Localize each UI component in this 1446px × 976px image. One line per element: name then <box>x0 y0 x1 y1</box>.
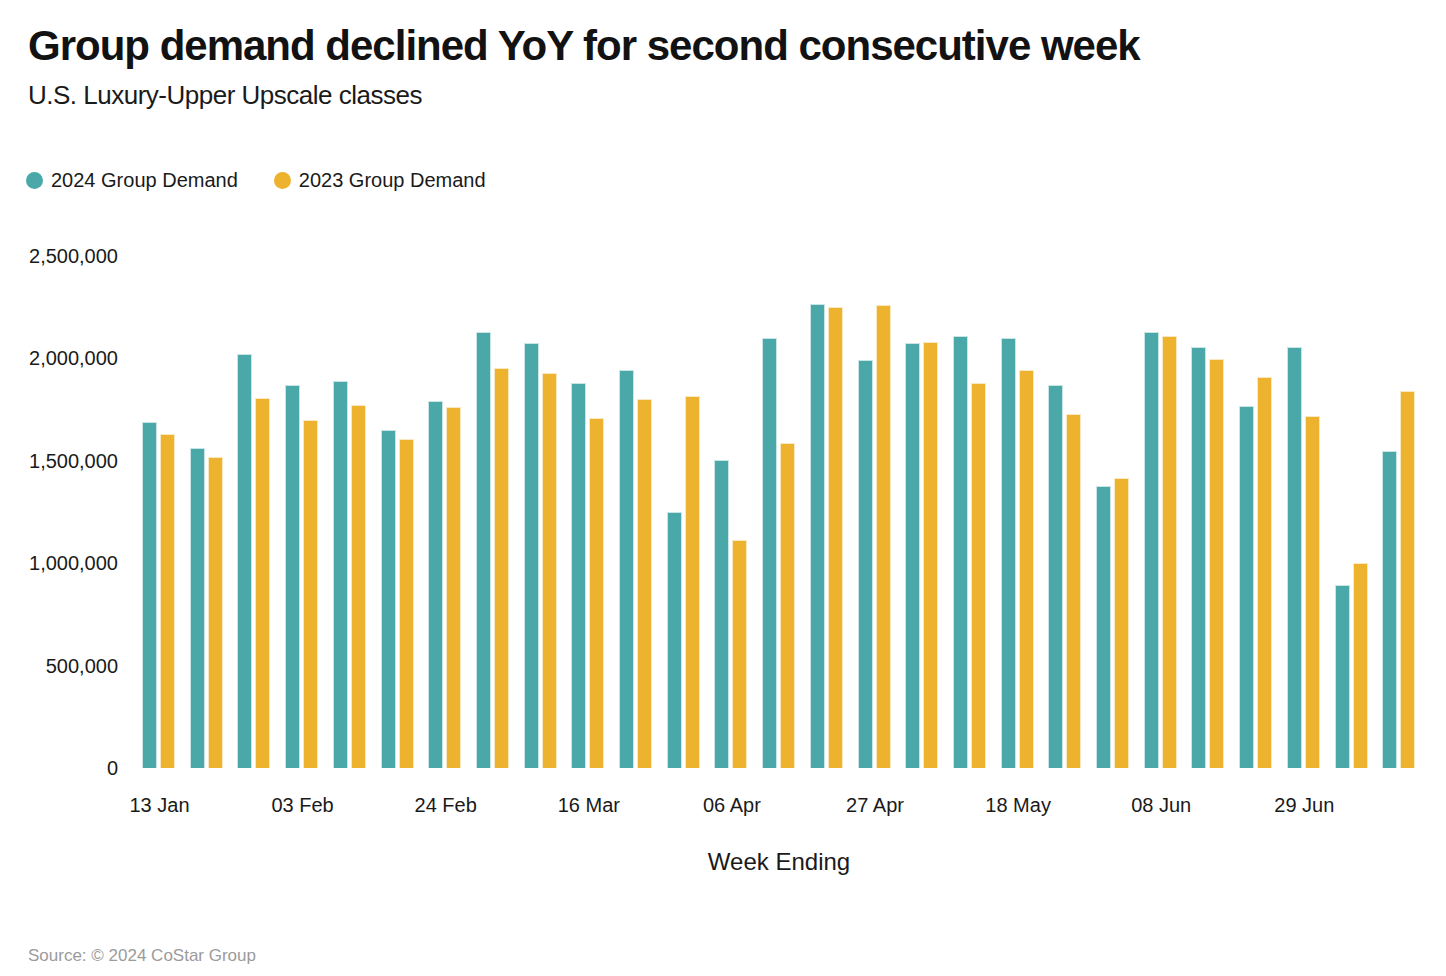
x-tick-label: 24 Feb <box>415 794 477 817</box>
bar-2024 <box>810 304 825 768</box>
bar-2023 <box>780 443 795 768</box>
x-axis-title: Week Ending <box>708 848 850 876</box>
bar-2024 <box>1001 338 1016 768</box>
bar-group <box>142 422 175 768</box>
bar-2024 <box>285 385 300 768</box>
bar-2024 <box>1239 406 1254 769</box>
bar-2023 <box>399 439 414 768</box>
y-tick-label: 1,500,000 <box>0 449 118 472</box>
bar-2023 <box>494 368 509 768</box>
bar-group <box>571 383 604 768</box>
bar-2023 <box>160 434 175 768</box>
bar-group <box>524 343 557 768</box>
bar-2023 <box>637 399 652 768</box>
bar-2023 <box>1162 336 1177 768</box>
x-tick-label: 03 Feb <box>271 794 333 817</box>
bar-2024 <box>667 512 682 768</box>
x-tick-label: 29 Jun <box>1274 794 1334 817</box>
bar-2023 <box>923 342 938 768</box>
bar-2023 <box>1019 370 1034 768</box>
bar-2024 <box>953 336 968 768</box>
bar-group <box>190 448 223 769</box>
y-tick-label: 0 <box>0 757 118 780</box>
bar-group <box>667 396 700 768</box>
bar-2023 <box>208 457 223 768</box>
bar-2023 <box>1353 563 1368 768</box>
bar-2023 <box>1114 478 1129 768</box>
bar-2024 <box>762 338 777 768</box>
x-tick-label: 16 Mar <box>558 794 620 817</box>
bar-2024 <box>1096 486 1111 768</box>
bar-group <box>1144 332 1177 768</box>
bar-group <box>953 336 986 768</box>
x-tick-label: 13 Jan <box>129 794 189 817</box>
bar-group <box>762 338 795 768</box>
bar-2024 <box>905 343 920 768</box>
bar-2023 <box>685 396 700 768</box>
bar-2023 <box>732 540 747 768</box>
bar-2023 <box>971 383 986 768</box>
bar-group <box>1382 391 1415 768</box>
bar-group <box>237 354 270 768</box>
bar-2024 <box>1144 332 1159 768</box>
plot-area: 0 500,000 1,000,000 1,500,000 2,000,000 2,500… <box>0 0 1446 976</box>
bar-2024 <box>142 422 157 768</box>
bar-group <box>1335 563 1368 768</box>
bar-group <box>714 460 747 768</box>
bar-group <box>476 332 509 768</box>
bar-group <box>1096 478 1129 768</box>
y-tick-label: 2,500,000 <box>0 245 118 268</box>
bar-2023 <box>876 305 891 768</box>
bar-2024 <box>524 343 539 768</box>
bar-2023 <box>1400 391 1415 768</box>
bar-2023 <box>1066 414 1081 768</box>
bar-2024 <box>190 448 205 769</box>
bar-2024 <box>858 360 873 768</box>
bar-group <box>1287 347 1320 768</box>
bar-2024 <box>714 460 729 768</box>
bar-2023 <box>1305 416 1320 768</box>
bar-group <box>905 342 938 768</box>
bar-2023 <box>446 407 461 769</box>
bar-group <box>619 370 652 768</box>
bar-group <box>1001 338 1034 768</box>
bar-2024 <box>237 354 252 768</box>
bar-group <box>333 381 366 768</box>
bar-2024 <box>1048 385 1063 768</box>
bar-2023 <box>589 418 604 768</box>
bar-2023 <box>303 420 318 768</box>
bar-2023 <box>1257 377 1272 768</box>
bar-2024 <box>333 381 348 768</box>
y-tick-label: 1,000,000 <box>0 552 118 575</box>
bar-2024 <box>619 370 634 768</box>
bar-2023 <box>1209 359 1224 768</box>
x-tick-label: 18 May <box>985 794 1051 817</box>
bar-group <box>381 430 414 768</box>
bar-2024 <box>428 401 443 768</box>
bar-2024 <box>1382 451 1397 768</box>
x-tick-label: 27 Apr <box>846 794 904 817</box>
bar-2024 <box>381 430 396 768</box>
bar-group <box>810 304 843 768</box>
bar-2023 <box>542 373 557 768</box>
bar-2023 <box>828 307 843 768</box>
bar-group <box>285 385 318 768</box>
bar-group <box>1191 347 1224 768</box>
bar-2024 <box>1335 585 1350 768</box>
x-tick-label: 08 Jun <box>1131 794 1191 817</box>
bar-2024 <box>1191 347 1206 768</box>
bar-group <box>858 305 891 768</box>
bar-2024 <box>571 383 586 768</box>
bar-group <box>1048 385 1081 768</box>
y-tick-label: 2,000,000 <box>0 347 118 370</box>
bar-2023 <box>351 405 366 769</box>
bar-group <box>1239 377 1272 768</box>
bar-2024 <box>1287 347 1302 768</box>
bar-2023 <box>255 398 270 768</box>
y-tick-label: 500,000 <box>0 654 118 677</box>
bar-group <box>428 401 461 768</box>
x-tick-label: 06 Apr <box>703 794 761 817</box>
bar-2024 <box>476 332 491 768</box>
source-note: Source: © 2024 CoStar Group <box>28 946 256 966</box>
